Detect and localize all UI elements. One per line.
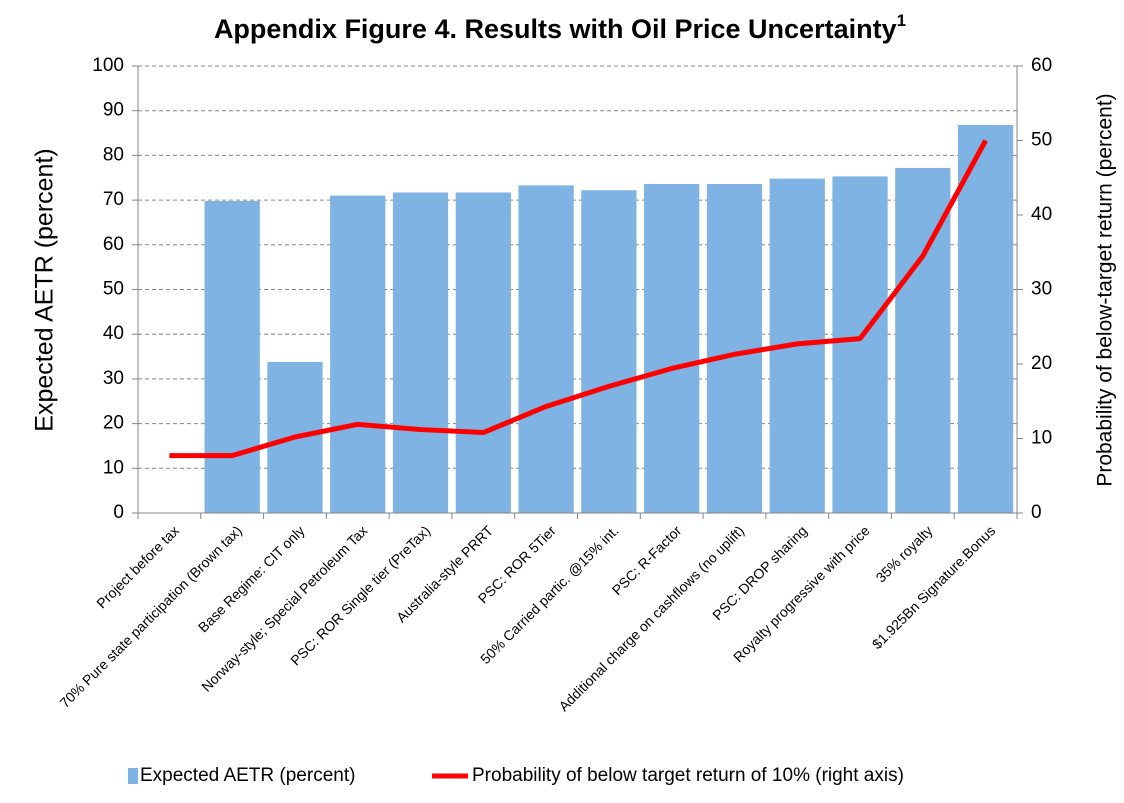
y-tick-label: 30 [103,368,124,389]
bar [330,195,386,513]
legend-swatch [128,768,138,784]
y2-tick-label: 0 [1031,502,1042,523]
bar [706,184,763,513]
y-tick-label: 70 [103,189,124,210]
legend-label: Probability of below target return of 10… [472,765,904,786]
chart-title: Appendix Figure 4. Results with Oil Pric… [214,11,906,44]
y-tick-label: 50 [103,279,124,300]
y-tick-label: 10 [103,457,124,478]
x-tick-label: Base Regime: CIT only [195,522,308,635]
y-axis-label: Expected AETR (percent) [31,148,59,431]
bar [644,184,700,513]
x-tick-label: 35% royalty [873,522,936,585]
line [169,139,988,459]
title-text: Appendix Figure 4. Results with Oil Pric… [214,14,897,44]
y-tick-label: 20 [103,413,124,434]
legend-label: Expected AETR (percent) [140,765,355,786]
bar [581,190,637,514]
y2-tick-label: 40 [1031,204,1052,225]
y-tick-label: 60 [103,234,124,255]
title-superscript: 1 [897,11,906,30]
bar [455,192,511,513]
y-tick-label: 80 [103,144,124,165]
x-tick-label: 50% Carried partic. @15% int. [477,522,622,667]
y-tick-label: 40 [103,323,124,344]
y2-axis-label: Probability of below-target return (perc… [1094,93,1117,486]
x-tick-label: Royalty progressive with price [730,522,873,665]
y2-tick-label: 20 [1031,353,1052,374]
bar [832,176,888,513]
y-tick-label: 0 [113,502,124,523]
y2-tick-label: 10 [1031,428,1052,449]
y2-tick-label: 30 [1031,279,1052,300]
bar [518,185,574,513]
bar [392,192,449,513]
bar [204,200,260,513]
x-tick-label: $1.925Bn Signature.Bonus [869,522,999,652]
y2-tick-label: 50 [1031,130,1052,151]
y-tick-label: 100 [92,55,124,76]
y2-tick-label: 60 [1031,55,1052,76]
y-tick-label: 90 [103,100,124,121]
bar [957,125,1014,513]
